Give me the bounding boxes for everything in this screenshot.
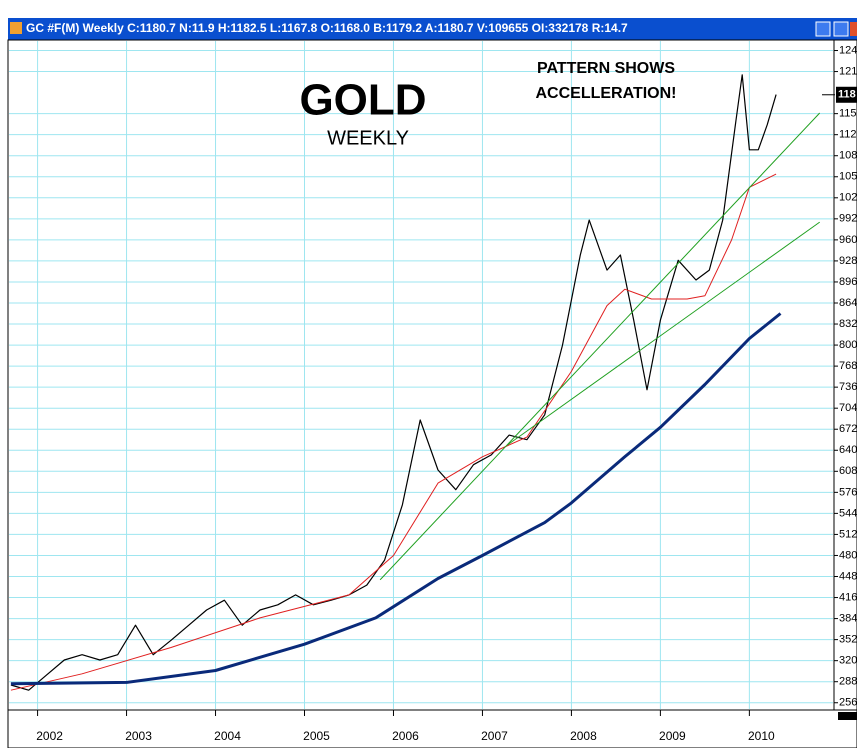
annotation-accel: ACCELLERATION! xyxy=(535,85,676,102)
y-tick-label: 102 xyxy=(839,192,857,204)
title-bar xyxy=(8,18,857,40)
y-tick-label: 512 xyxy=(839,528,857,540)
y-tick-label: 320 xyxy=(839,655,857,667)
series-line xyxy=(379,112,821,581)
y-tick-label: 480 xyxy=(839,549,857,561)
x-tick-label: 2004 xyxy=(214,729,241,743)
y-tick-label: 352 xyxy=(839,634,857,646)
y-tick-label: 864 xyxy=(839,297,857,309)
y-tick-label: 928 xyxy=(839,255,857,267)
x-tick-label: 2010 xyxy=(748,729,775,743)
x-tick-label: 2008 xyxy=(570,729,597,743)
x-tick-label: 2007 xyxy=(481,729,508,743)
last-price-box xyxy=(836,86,857,103)
y-tick-label: 576 xyxy=(839,486,857,498)
series-line xyxy=(10,74,777,691)
title-bar-text: GC #F(M) Weekly C:1180.7 N:11.9 H:1182.5… xyxy=(26,21,628,35)
close-button[interactable] xyxy=(850,22,857,36)
minimize-button[interactable] xyxy=(815,21,831,37)
y-tick-label: 416 xyxy=(839,591,857,603)
y-tick-label: 108 xyxy=(839,150,857,162)
y-tick-label: 124 xyxy=(839,44,857,56)
y-tick-label: 256 xyxy=(839,697,857,709)
y-tick-label: 121 xyxy=(839,65,857,77)
x-tick-label: 2009 xyxy=(659,729,686,743)
maximize-button[interactable] xyxy=(833,21,849,37)
y-tick-label: 608 xyxy=(839,465,857,477)
y-tick-label: 832 xyxy=(839,318,857,330)
y-tick-label: 768 xyxy=(839,360,857,372)
series-line xyxy=(10,173,777,691)
series-line xyxy=(507,221,820,446)
x-tick-label: 2006 xyxy=(392,729,419,743)
annotation-gold: GOLD xyxy=(299,76,426,125)
annotation-pattern: PATTERN SHOWS xyxy=(537,60,675,77)
y-tick-label: 736 xyxy=(839,381,857,393)
y-tick-label: 448 xyxy=(839,570,857,582)
y-tick-label: 544 xyxy=(839,507,857,519)
window-icon xyxy=(10,22,22,34)
y-tick-label: 704 xyxy=(839,402,857,414)
annotation-weekly: WEEKLY xyxy=(327,127,409,149)
x-tick-label: 2005 xyxy=(303,729,330,743)
series-line xyxy=(10,312,782,686)
y-tick-label: 896 xyxy=(839,276,857,288)
grid xyxy=(9,41,838,716)
y-tick-label: 384 xyxy=(839,612,857,624)
y-tick-label: 288 xyxy=(839,676,857,688)
y-tick-label: 800 xyxy=(839,339,857,351)
y-tick-label: 960 xyxy=(839,234,857,246)
y-tick-label: 640 xyxy=(839,444,857,456)
y-tick-label: 115 xyxy=(839,108,857,120)
y-tick-label: 105 xyxy=(839,171,857,183)
x-tick-label: 2003 xyxy=(125,729,152,743)
y-tick-label: 672 xyxy=(839,423,857,435)
marks xyxy=(10,74,821,691)
plot-area xyxy=(7,39,835,711)
x-tick-label: 2002 xyxy=(36,729,63,743)
last-price-label: 118 xyxy=(838,89,856,101)
y-tick-label: 992 xyxy=(839,213,857,225)
axis-corner xyxy=(838,712,857,720)
y-tick-label: 112 xyxy=(839,129,857,141)
